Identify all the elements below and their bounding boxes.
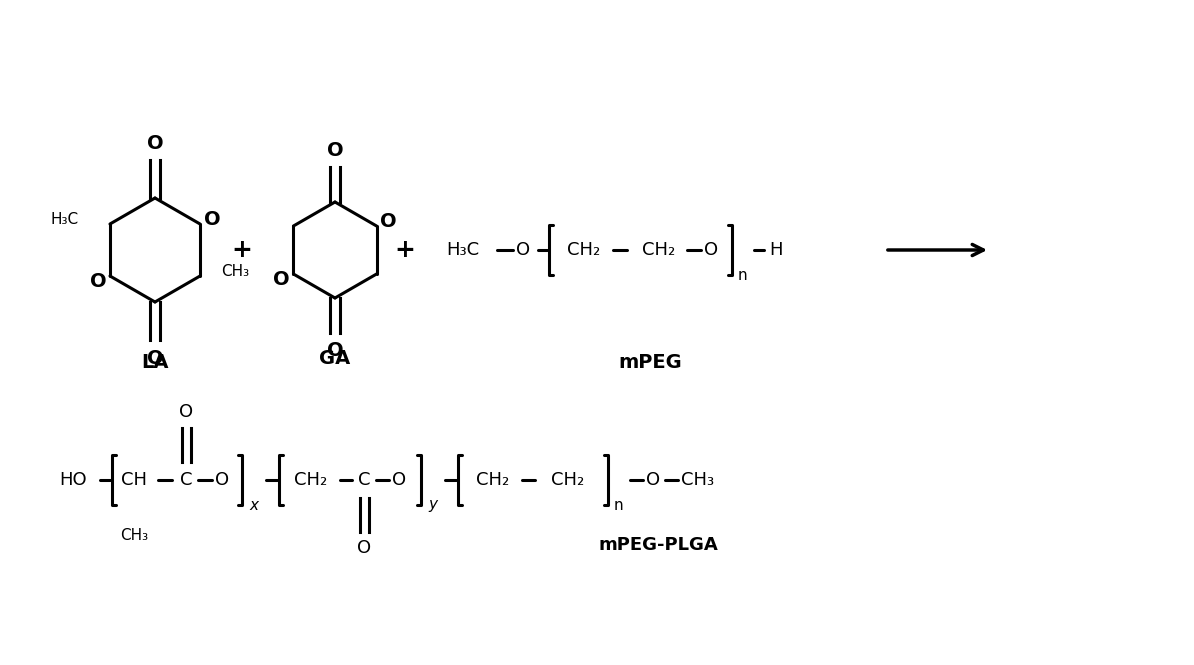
Text: CH: CH bbox=[121, 471, 147, 489]
Text: O: O bbox=[380, 211, 396, 231]
Text: CH₃: CH₃ bbox=[119, 527, 148, 543]
Text: O: O bbox=[516, 241, 530, 259]
Text: O: O bbox=[147, 134, 164, 152]
Text: C: C bbox=[358, 471, 370, 489]
Text: H₃C: H₃C bbox=[51, 211, 79, 227]
Text: CH₃: CH₃ bbox=[221, 263, 250, 279]
Text: O: O bbox=[273, 269, 290, 289]
Text: CH₂: CH₂ bbox=[476, 471, 510, 489]
Text: +: + bbox=[394, 238, 416, 262]
Text: CH₃: CH₃ bbox=[682, 471, 714, 489]
Text: mPEG: mPEG bbox=[618, 352, 682, 372]
Text: GA: GA bbox=[319, 348, 351, 368]
Text: CH₂: CH₂ bbox=[295, 471, 327, 489]
Text: CH₂: CH₂ bbox=[552, 471, 585, 489]
Text: O: O bbox=[392, 471, 406, 489]
Text: LA: LA bbox=[141, 352, 168, 372]
Text: H₃C: H₃C bbox=[447, 241, 480, 259]
Text: n: n bbox=[737, 267, 746, 283]
Text: H: H bbox=[769, 241, 783, 259]
Text: O: O bbox=[215, 471, 229, 489]
Text: O: O bbox=[147, 348, 164, 368]
Text: y: y bbox=[429, 497, 437, 513]
Text: O: O bbox=[327, 340, 344, 360]
Text: O: O bbox=[357, 539, 371, 557]
Text: +: + bbox=[232, 238, 252, 262]
Text: O: O bbox=[646, 471, 660, 489]
Text: CH₂: CH₂ bbox=[642, 241, 676, 259]
Text: C: C bbox=[180, 471, 192, 489]
Text: O: O bbox=[704, 241, 718, 259]
Text: x: x bbox=[250, 497, 258, 513]
Text: CH₂: CH₂ bbox=[567, 241, 601, 259]
Text: HO: HO bbox=[60, 471, 87, 489]
Text: O: O bbox=[90, 271, 106, 291]
Text: O: O bbox=[179, 403, 193, 421]
Text: mPEG-PLGA: mPEG-PLGA bbox=[598, 536, 718, 554]
Text: O: O bbox=[327, 140, 344, 160]
Text: O: O bbox=[204, 209, 221, 229]
Text: n: n bbox=[614, 497, 623, 513]
